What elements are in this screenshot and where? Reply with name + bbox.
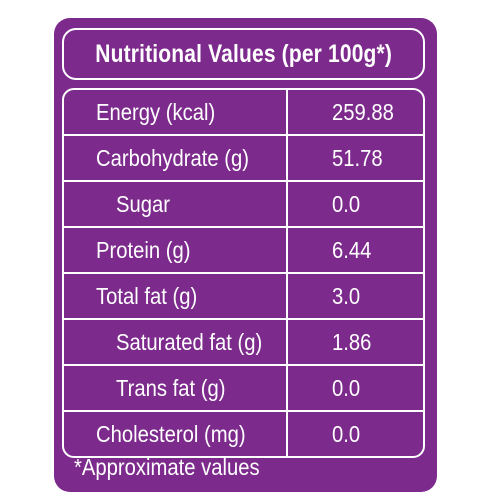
table-row-total-fat: Total fat (g) 3.0: [64, 274, 423, 320]
row-label: Trans fat (g): [64, 366, 288, 410]
row-value-text: 6.44: [332, 236, 372, 263]
row-value: 0.0: [288, 182, 423, 226]
table-row-cholesterol: Cholesterol (mg) 0.0: [64, 412, 423, 456]
row-value-text: 3.0: [332, 282, 361, 309]
page-title: Nutritional Values (per 100g*): [95, 39, 392, 68]
row-label: Total fat (g): [64, 274, 288, 318]
row-label-text: Saturated fat (g): [116, 328, 263, 355]
row-label-text: Sugar: [116, 190, 171, 217]
title-box: Nutritional Values (per 100g*): [62, 28, 425, 80]
table-row-trans-fat: Trans fat (g) 0.0: [64, 366, 423, 412]
row-label: Carbohydrate (g): [64, 136, 288, 180]
row-value: 259.88: [288, 90, 423, 134]
row-value: 3.0: [288, 274, 423, 318]
nutrition-panel: Nutritional Values (per 100g*) Energy (k…: [54, 18, 437, 492]
row-value: 51.78: [288, 136, 423, 180]
table-row-protein: Protein (g) 6.44: [64, 228, 423, 274]
row-label-text: Energy (kcal): [96, 98, 216, 125]
footnote: *Approximate values: [74, 454, 285, 481]
row-label-text: Cholesterol (mg): [96, 420, 246, 447]
row-label-text: Total fat (g): [96, 282, 198, 309]
row-label: Energy (kcal): [64, 90, 288, 134]
row-value: 0.0: [288, 366, 423, 410]
table-row-energy: Energy (kcal) 259.88: [64, 90, 423, 136]
row-label: Saturated fat (g): [64, 320, 288, 364]
row-value: 1.86: [288, 320, 423, 364]
row-value: 0.0: [288, 412, 423, 456]
row-value-text: 0.0: [332, 420, 361, 447]
row-value-text: 0.0: [332, 190, 361, 217]
row-value-text: 0.0: [332, 374, 361, 401]
row-label-text: Protein (g): [96, 236, 191, 263]
row-label: Cholesterol (mg): [64, 412, 288, 456]
nutrition-table: Energy (kcal) 259.88 Carbohydrate (g) 51…: [62, 88, 425, 458]
table-row-saturated-fat: Saturated fat (g) 1.86: [64, 320, 423, 366]
footnote-text: *Approximate values: [74, 454, 260, 480]
table-row-sugar: Sugar 0.0: [64, 182, 423, 228]
row-label-text: Carbohydrate (g): [96, 144, 249, 171]
row-label-text: Trans fat (g): [116, 374, 226, 401]
row-value-text: 51.78: [332, 144, 383, 171]
row-label: Protein (g): [64, 228, 288, 272]
row-value: 6.44: [288, 228, 423, 272]
table-row-carbohydrate: Carbohydrate (g) 51.78: [64, 136, 423, 182]
row-value-text: 1.86: [332, 328, 372, 355]
row-value-text: 259.88: [332, 98, 394, 125]
row-label: Sugar: [64, 182, 288, 226]
